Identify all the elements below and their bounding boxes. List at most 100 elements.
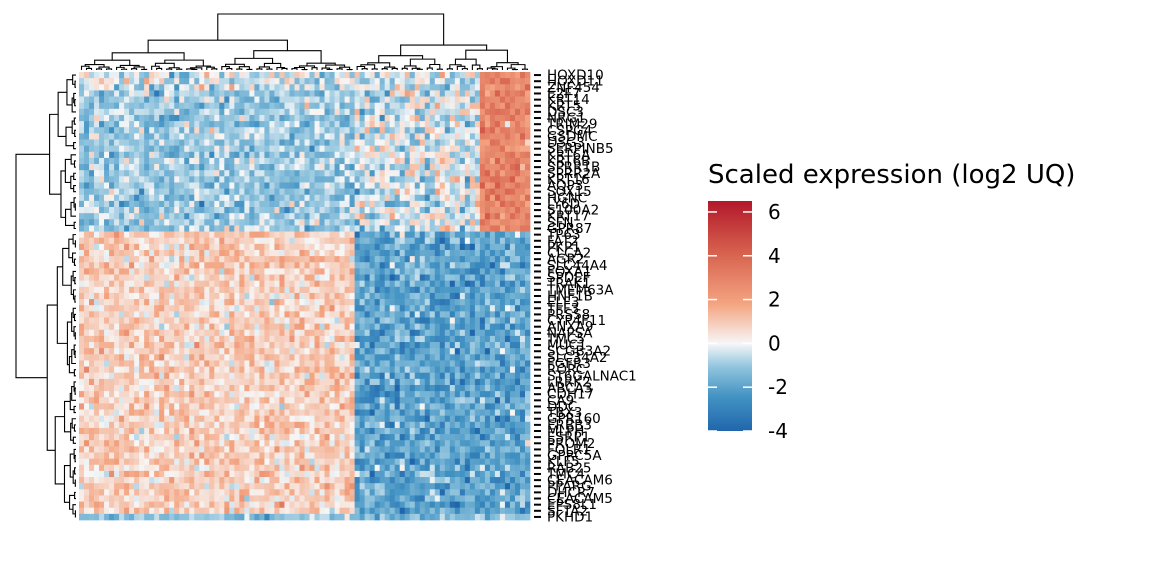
heatmap-cell [379, 127, 386, 134]
heatmap-cell [109, 348, 115, 355]
heatmap-cell [144, 292, 150, 300]
heatmap-cell [469, 243, 476, 251]
heatmap-cell [94, 139, 100, 146]
heatmap-cell [99, 372, 105, 380]
heatmap-cell [199, 286, 205, 294]
heatmap-cell [289, 286, 295, 294]
heatmap-cell [259, 231, 265, 239]
heatmap-cell [239, 384, 245, 392]
heatmap-cell [354, 317, 360, 324]
heatmap-cell [384, 354, 391, 361]
heatmap-cell [489, 139, 496, 146]
heatmap-cell [304, 323, 310, 331]
heatmap-cell [294, 151, 300, 159]
heatmap-cell [524, 305, 531, 312]
heatmap-cell [454, 299, 461, 306]
heatmap-cell [484, 121, 491, 128]
heatmap-cell [294, 256, 300, 263]
heatmap-cell [474, 127, 481, 134]
heatmap-cell [139, 323, 145, 331]
heatmap-cell [204, 194, 210, 202]
heatmap-cell [444, 274, 451, 282]
heatmap-cell [114, 84, 120, 91]
heatmap-cell [464, 348, 471, 355]
heatmap-cell [199, 219, 205, 226]
heatmap-cell [84, 243, 90, 251]
heatmap-cell [334, 127, 340, 134]
heatmap-cell [244, 323, 250, 331]
heatmap-cell [294, 127, 300, 134]
heatmap-cell [214, 360, 220, 367]
heatmap-cell [319, 366, 325, 374]
heatmap-cell [499, 243, 506, 251]
heatmap-cell [514, 256, 521, 263]
heatmap-cell [104, 372, 110, 380]
heatmap-cell [319, 108, 325, 116]
heatmap-cell [409, 84, 416, 91]
heatmap-cell [504, 219, 511, 226]
heatmap-cell [119, 397, 125, 404]
heatmap-cell [159, 231, 165, 239]
heatmap-cell [94, 323, 100, 331]
heatmap-cell [194, 188, 200, 196]
heatmap-cell [189, 127, 195, 134]
heatmap-cell [309, 200, 315, 208]
heatmap-cell [189, 90, 195, 97]
heatmap-cell [159, 121, 165, 128]
heatmap-cell [214, 102, 220, 110]
heatmap-cell [154, 72, 160, 79]
heatmap-cell [104, 157, 110, 165]
heatmap-cell [324, 78, 330, 85]
heatmap-cell [269, 317, 275, 324]
heatmap-cell [384, 274, 391, 282]
heatmap-cell [374, 348, 381, 355]
heatmap-cell [269, 194, 275, 202]
heatmap-cell [159, 311, 165, 318]
heatmap-cell [189, 292, 195, 300]
heatmap-cell [134, 249, 140, 257]
heatmap-cell [469, 182, 476, 189]
heatmap-cell [484, 127, 491, 134]
heatmap-cell [364, 237, 370, 245]
heatmap-cell [99, 384, 105, 392]
heatmap-cell [269, 108, 275, 116]
heatmap-cell [84, 311, 90, 318]
heatmap-cell [119, 127, 125, 134]
heatmap-cell [504, 114, 511, 122]
heatmap-cell [419, 305, 426, 312]
heatmap-cell [499, 170, 506, 177]
heatmap-cell [94, 114, 100, 122]
heatmap-cell [224, 176, 230, 183]
heatmap-cell [94, 127, 100, 134]
heatmap-cell [439, 292, 446, 300]
heatmap-cell [189, 384, 195, 392]
heatmap-cell [344, 127, 350, 134]
heatmap-cell [324, 182, 330, 189]
heatmap-cell [374, 182, 381, 189]
heatmap-cell [149, 164, 155, 171]
heatmap-cell [494, 127, 501, 134]
heatmap-cell [139, 78, 145, 85]
heatmap-cell [284, 354, 290, 361]
heatmap-cell [354, 280, 360, 288]
heatmap-cell [84, 305, 90, 312]
heatmap-cell [474, 225, 481, 232]
heatmap-cell [179, 249, 185, 257]
heatmap-cell [364, 225, 370, 232]
heatmap-cell [409, 256, 416, 263]
heatmap-cell [469, 188, 476, 196]
heatmap-cell [254, 243, 260, 251]
heatmap-cell [239, 182, 245, 189]
heatmap-cell [179, 213, 185, 220]
heatmap-cell [414, 133, 421, 140]
heatmap-cell [474, 366, 481, 374]
heatmap-cell [289, 182, 295, 189]
heatmap-cell [119, 170, 125, 177]
heatmap-cell [269, 182, 275, 189]
heatmap-cell [224, 397, 230, 404]
heatmap-cell [104, 268, 110, 275]
heatmap-cell [394, 262, 401, 269]
heatmap-cell [184, 237, 190, 245]
heatmap-cell [94, 286, 100, 294]
heatmap-cell [149, 317, 155, 324]
